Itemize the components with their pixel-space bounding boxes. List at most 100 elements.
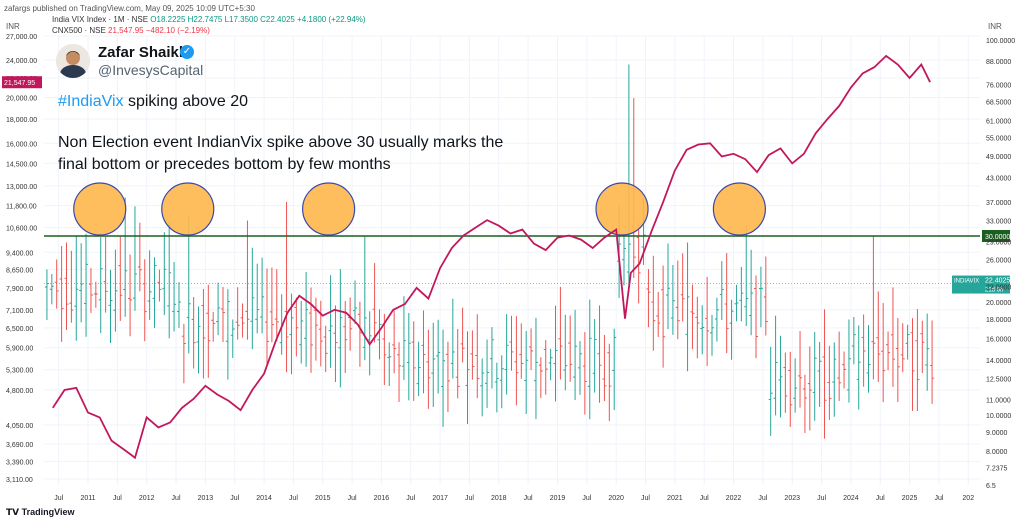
right-tick-label: 43.0000 (986, 175, 1011, 182)
left-tick-label: 7,100.00 (6, 308, 33, 315)
x-tick-label: Jul (348, 495, 357, 502)
right-tick-label: 18.0000 (986, 317, 1011, 324)
left-tick-label: 14,500.00 (6, 161, 37, 168)
spike-circle (302, 182, 356, 236)
x-tick-label: Jul (465, 495, 474, 502)
x-tick-label: 2023 (784, 495, 800, 502)
x-tick-label: 2024 (843, 495, 859, 502)
vix-bars (44, 64, 935, 439)
cnx-legend-values: 21,547.95 −482.10 (−2.19%) (108, 26, 210, 35)
reference-line-30: 30.0000 INDIAVIX 22.4025 21d 6h (44, 230, 1010, 294)
left-tick-label: 18,000.00 (6, 117, 37, 124)
avatar-portrait-icon (56, 44, 90, 78)
left-tick-label: 16,000.00 (6, 141, 37, 148)
x-tick-label: Jul (113, 495, 122, 502)
right-tick-label: 20.0000 (986, 300, 1011, 307)
x-tick-label: Jul (817, 495, 826, 502)
right-axis: INR 100.0000 88.0000 76.0000 68.5000 61.0000 5… (986, 22, 1015, 490)
left-tick-label: 10,600.00 (6, 226, 37, 233)
x-tick-label: 2016 (374, 495, 390, 502)
cnx-legend-row: CNX500 · NSE 21,547.95 −482.10 (−2.19%) (52, 25, 366, 36)
right-tick-label: 9.0000 (986, 430, 1008, 437)
x-tick-label: 2019 (550, 495, 566, 502)
x-tick-label: Jul (406, 495, 415, 502)
left-tick-label: 3,110.00 (6, 477, 33, 484)
left-tick-label: 6,500.00 (6, 326, 33, 333)
tweet-hashtag[interactable]: #IndiaVix (58, 93, 124, 110)
tradingview-brand: 𝗧𝗩 TradingView (6, 507, 74, 518)
tweet-author-name: Zafar Shaikh (98, 44, 189, 61)
right-tick-label: 49.0000 (986, 154, 1011, 161)
left-tick-label: 11,800.00 (6, 204, 37, 211)
left-axis: INR27,000.0024,000.0022,000.0020,000.001… (2, 22, 42, 484)
vix-legend-row: India VIX Index · 1M · NSE O18.2225 H22.… (52, 14, 366, 25)
spike-circles (73, 182, 766, 236)
x-tick-label: Jul (641, 495, 650, 502)
published-note: zafargs published on TradingView.com, Ma… (4, 4, 255, 13)
x-tick-label: 2014 (256, 495, 272, 502)
reference-label: 30.0000 (985, 234, 1010, 241)
left-tick-label: 8,650.00 (6, 267, 33, 274)
x-tick-label: 2015 (315, 495, 331, 502)
price-label: 21,547.95 (4, 80, 35, 87)
price-label-bg (2, 76, 42, 89)
x-tick-label: Jul (934, 495, 943, 502)
tweet-author-handle: @InvesysCapital (98, 62, 204, 78)
spike-circle (595, 182, 649, 236)
left-tick-label: 24,000.00 (6, 58, 37, 65)
tweet-line-2: Non Election event IndianVix spike above… (58, 134, 504, 173)
reference-label-bg (982, 230, 1010, 243)
spike-circle (73, 182, 127, 236)
tradingview-brand-text: TradingView (21, 507, 75, 517)
tweet-line-1: #IndiaVix spiking above 20 (58, 93, 248, 111)
x-tick-label: Jul (524, 495, 533, 502)
vix-legend-ohlc: O18.2225 H22.7475 L17.3500 C22.4025 +4.1… (150, 15, 366, 24)
left-tick-label: 5,900.00 (6, 346, 33, 353)
right-tick-label: 100.0000 (986, 38, 1015, 45)
cnx500-line-group (52, 54, 931, 460)
tweet-line-1-text: spiking above 20 (123, 93, 249, 110)
right-tick-label: 11.0000 (986, 397, 1011, 404)
right-tick-label: 37.0000 (986, 200, 1011, 207)
x-tick-label: 2012 (139, 495, 155, 502)
right-tick-label: 12.5000 (986, 377, 1011, 384)
x-tick-label: Jul (582, 495, 591, 502)
left-tick-label: 13,000.00 (6, 184, 37, 191)
left-tick-label: 7,900.00 (6, 286, 33, 293)
left-tick-label: 3,390.00 (6, 459, 33, 466)
x-tick-label: Jul (876, 495, 885, 502)
x-tick-label: Jul (230, 495, 239, 502)
right-tick-label: 22.0000 (986, 285, 1011, 292)
x-axis: Jul 2011 Jul 2012 Jul 2013 Jul 2014 Jul 2015 Jul 20… (54, 495, 974, 502)
left-tick-label: 4,050.00 (6, 423, 33, 430)
x-tick-label: 2013 (198, 495, 214, 502)
vix-label-value: 22.4025 (985, 278, 1010, 285)
right-tick-label: 68.5000 (986, 100, 1011, 107)
right-tick-label: 16.0000 (986, 336, 1011, 343)
left-tick-label: 5,300.00 (6, 368, 33, 375)
right-tick-label: 10.0000 (986, 413, 1011, 420)
left-tick-label: 20,000.00 (6, 96, 37, 103)
left-axis-currency: INR (6, 22, 20, 31)
left-tick-label: 27,000.00 (6, 34, 37, 41)
x-tick-label: 2025 (902, 495, 918, 502)
x-tick-label: Jul (758, 495, 767, 502)
vix-label-countdown: 21d 6h (985, 288, 1003, 294)
x-tick-label: 2018 (491, 495, 507, 502)
right-tick-label: 76.0000 (986, 83, 1011, 90)
x-tick-label: 2017 (432, 495, 448, 502)
cnx500-line (52, 54, 931, 460)
x-tick-label: 2021 (667, 495, 683, 502)
right-tick-label: 6.5 (986, 483, 996, 490)
spike-circle (161, 182, 215, 236)
right-tick-label: 26.0000 (986, 257, 1011, 264)
spike-circle (712, 182, 766, 236)
vix-label-name: INDIAVIX (954, 279, 979, 285)
vix-legend-name: India VIX Index · 1M · NSE (52, 15, 149, 24)
verified-badge-icon: ✓ (180, 45, 194, 59)
chart-legend: India VIX Index · 1M · NSE O18.2225 H22.… (52, 14, 366, 36)
left-tick-label: 3,690.00 (6, 442, 33, 449)
right-axis-currency: INR (988, 22, 1002, 31)
x-tick-label: 2022 (726, 495, 742, 502)
